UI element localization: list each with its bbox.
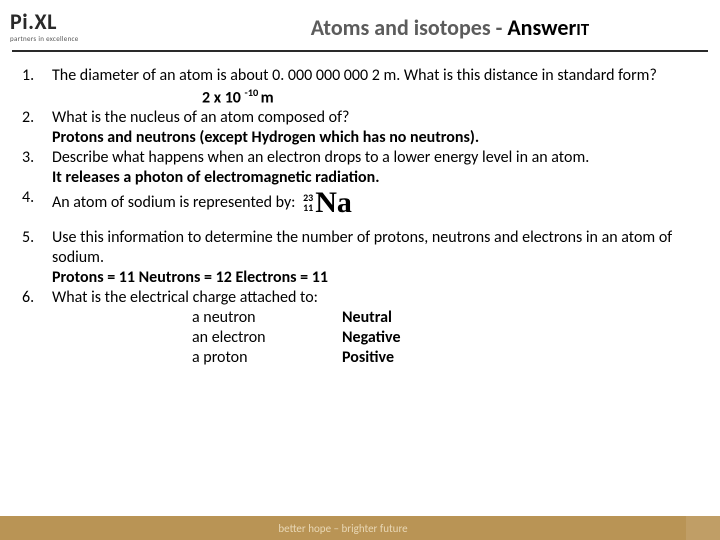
neutron-charge: Neutral [342,308,492,328]
q2-num: 2. [22,108,52,148]
footer-text: better hope – brighter future [0,516,686,540]
electron-label: an electron [192,328,342,348]
element-symbol: Na [315,188,352,218]
q6-num: 6. [22,288,52,368]
q4-num: 4. [22,188,52,218]
atomic-number: 11 [303,203,313,213]
footer: better hope – brighter future [0,516,720,540]
q5-answer: Protons = 11 Neutrons = 12 Electrons = 1… [52,268,328,287]
footer-accent [686,516,720,540]
question-6: 6. What is the electrical charge attache… [22,288,698,368]
logo: Pi.XL partners in excellence [10,11,190,43]
page-title-wrap: Atoms and isotopes - AnswerIT [190,14,710,41]
question-2: 2. What is the nucleus of an atom compos… [22,108,698,148]
q2-answer: Protons and neutrons (except Hydrogen wh… [52,128,479,147]
q5-num: 5. [22,228,52,288]
logo-main: Pi.XL [10,11,57,33]
q3-answer: It releases a photon of electromagnetic … [52,168,380,187]
title-answer: Answer [507,14,576,41]
q3-num: 3. [22,148,52,188]
proton-label: a proton [192,348,342,368]
proton-charge: Positive [342,348,492,368]
q2-text: What is the nucleus of an atom composed … [52,108,349,127]
question-4: 4. An atom of sodium is represented by: … [22,188,698,218]
logo-sub: partners in excellence [10,34,79,43]
page-title: Atoms and isotopes - AnswerIT [311,14,589,41]
q6-text: What is the electrical charge attached t… [52,288,318,307]
q4-text: An atom of sodium is represented by: [52,193,295,212]
charge-table: a neutron Neutral an electron Negative a… [52,308,698,368]
neutron-label: a neutron [192,308,342,328]
content: 1. The diameter of an atom is about 0. 0… [0,52,720,368]
q1-answer: 2 x 10 -10 m [22,86,698,108]
header: Pi.XL partners in excellence Atoms and i… [0,0,720,48]
electron-charge: Negative [342,328,492,348]
question-5: 5. Use this information to determine the… [22,228,698,288]
q1-text: The diameter of an atom is about 0. 000 … [52,66,698,86]
title-grey: Atoms and isotopes - [311,14,508,41]
q5-text: Use this information to determine the nu… [52,228,672,267]
q3-text: Describe what happens when an electron d… [52,148,589,167]
title-it: IT [576,19,589,40]
sodium-symbol: 23 11 Na [303,188,352,218]
question-1: 1. The diameter of an atom is about 0. 0… [22,66,698,86]
question-3: 3. Describe what happens when an electro… [22,148,698,188]
q1-num: 1. [22,66,52,86]
